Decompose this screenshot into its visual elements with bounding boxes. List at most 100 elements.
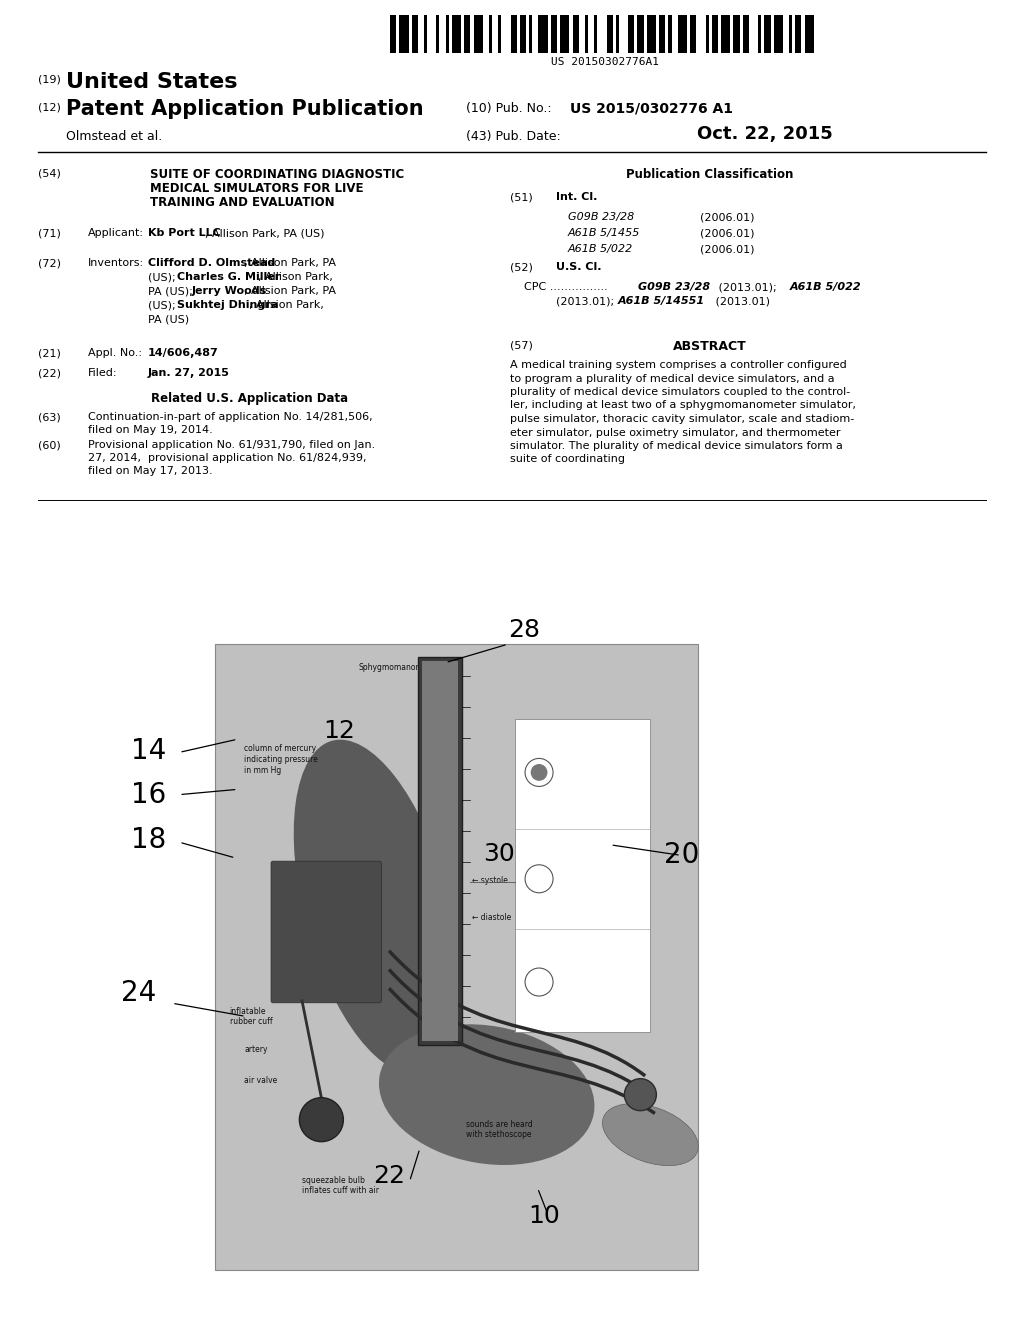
Text: (57): (57): [510, 341, 532, 350]
Text: A61B 5/022: A61B 5/022: [568, 244, 633, 253]
Bar: [678, 15, 687, 53]
Text: (63): (63): [38, 412, 60, 422]
Text: ABSTRACT: ABSTRACT: [673, 341, 746, 352]
Circle shape: [525, 968, 553, 997]
Text: US 2015/0302776 A1: US 2015/0302776 A1: [570, 102, 733, 116]
Text: to program a plurality of medical device simulators, and a: to program a plurality of medical device…: [510, 374, 835, 384]
Text: (19): (19): [38, 75, 60, 84]
Bar: [790, 15, 793, 53]
Bar: [390, 15, 396, 53]
Text: CPC ................: CPC ................: [524, 282, 608, 292]
Text: sounds are heard
with stethoscope: sounds are heard with stethoscope: [466, 1119, 534, 1139]
Bar: [499, 15, 502, 53]
Circle shape: [525, 759, 553, 787]
Text: (43) Pub. Date:: (43) Pub. Date:: [466, 129, 561, 143]
Text: , Allison Park, PA (US): , Allison Park, PA (US): [205, 228, 325, 238]
Text: 14: 14: [131, 737, 166, 764]
Ellipse shape: [602, 1104, 698, 1166]
Circle shape: [530, 764, 548, 781]
Text: G09B 23/28: G09B 23/28: [568, 213, 634, 222]
Bar: [520, 15, 526, 53]
Bar: [473, 15, 482, 53]
Bar: [215, 644, 698, 1270]
Bar: [647, 15, 656, 53]
Text: 12: 12: [324, 719, 355, 743]
Text: Applicant:: Applicant:: [88, 228, 144, 238]
Text: Int. Cl.: Int. Cl.: [556, 191, 597, 202]
Text: 28: 28: [508, 618, 540, 642]
Bar: [560, 15, 569, 53]
Text: (51): (51): [510, 191, 532, 202]
Text: ler, including at least two of a sphygmomanometer simulator,: ler, including at least two of a sphygmo…: [510, 400, 856, 411]
Text: Continuation-in-part of application No. 14/281,506,
filed on May 19, 2014.: Continuation-in-part of application No. …: [88, 412, 373, 436]
Bar: [464, 15, 470, 53]
Bar: [805, 15, 814, 53]
Bar: [594, 15, 597, 53]
Text: squeezable bulb
inflates cuff with air: squeezable bulb inflates cuff with air: [302, 1176, 379, 1196]
Bar: [628, 15, 635, 53]
Circle shape: [625, 1078, 656, 1110]
Text: Charles G. Miller: Charles G. Miller: [177, 272, 280, 282]
Text: SUITE OF COORDINATING DIAGNOSTIC: SUITE OF COORDINATING DIAGNOSTIC: [150, 168, 404, 181]
Bar: [615, 15, 618, 53]
Bar: [572, 15, 579, 53]
Text: pulse simulator, thoracic cavity simulator, scale and stadiom-: pulse simulator, thoracic cavity simulat…: [510, 414, 854, 424]
Text: 14/606,487: 14/606,487: [148, 348, 219, 358]
Text: (52): (52): [510, 261, 532, 272]
Ellipse shape: [294, 739, 460, 1074]
Text: ← systole: ← systole: [471, 875, 508, 884]
Text: Filed:: Filed:: [88, 368, 118, 378]
Text: ← diastole: ← diastole: [471, 913, 511, 923]
Bar: [489, 15, 493, 53]
Text: , Allison Park,: , Allison Park,: [258, 272, 333, 282]
Text: PA (US): PA (US): [148, 314, 189, 323]
Text: (10) Pub. No.:: (10) Pub. No.:: [466, 102, 552, 115]
Bar: [706, 15, 709, 53]
Text: A61B 5/022: A61B 5/022: [790, 282, 861, 292]
Bar: [669, 15, 672, 53]
Text: Patent Application Publication: Patent Application Publication: [66, 99, 424, 119]
Text: (2006.01): (2006.01): [700, 244, 755, 253]
Circle shape: [299, 1098, 343, 1142]
Text: (2013.01);: (2013.01);: [715, 282, 780, 292]
Bar: [796, 15, 802, 53]
Bar: [422, 661, 458, 1040]
Text: PA (US);: PA (US);: [148, 286, 197, 296]
Bar: [418, 656, 462, 1044]
Text: A61B 5/1455: A61B 5/1455: [568, 228, 640, 238]
Text: 30: 30: [483, 842, 515, 866]
Bar: [690, 15, 696, 53]
Text: No sounds
(artery is open): No sounds (artery is open): [558, 960, 617, 981]
Text: Publication Classification: Publication Classification: [627, 168, 794, 181]
Bar: [539, 15, 548, 53]
Text: , Allsion Park, PA: , Allsion Park, PA: [244, 286, 336, 296]
Text: Jan. 27, 2015: Jan. 27, 2015: [148, 368, 229, 378]
Bar: [412, 15, 418, 53]
Bar: [638, 15, 644, 53]
Bar: [773, 15, 783, 53]
Text: US 20150302776A1: US 20150302776A1: [551, 57, 659, 67]
Text: , Allsion Park,: , Allsion Park,: [249, 300, 324, 310]
Bar: [515, 719, 650, 1032]
Text: Sukhtej Dhingra: Sukhtej Dhingra: [177, 300, 279, 310]
Bar: [445, 15, 449, 53]
Bar: [436, 15, 439, 53]
Bar: [606, 15, 612, 53]
Text: artery: artery: [244, 1044, 267, 1053]
Text: (22): (22): [38, 368, 61, 378]
Text: U.S. Cl.: U.S. Cl.: [556, 261, 601, 272]
Bar: [424, 15, 427, 53]
Text: Clifford D. Olmstead: Clifford D. Olmstead: [148, 257, 275, 268]
Text: 20: 20: [664, 841, 699, 869]
Text: column of mercury
indicating pressure
in mm Hg: column of mercury indicating pressure in…: [244, 744, 317, 775]
Text: A61B 5/14551: A61B 5/14551: [618, 296, 706, 306]
Text: Inventors:: Inventors:: [88, 257, 144, 268]
Text: Appl. No.:: Appl. No.:: [88, 348, 142, 358]
Text: Provisional application No. 61/931,790, filed on Jan.
27, 2014,  provisional app: Provisional application No. 61/931,790, …: [88, 440, 375, 477]
Text: Related U.S. Application Data: Related U.S. Application Data: [152, 392, 348, 405]
Bar: [721, 15, 730, 53]
Text: G09B 23/28: G09B 23/28: [638, 282, 710, 292]
Text: 22: 22: [373, 1164, 404, 1188]
Text: air valve: air valve: [244, 1076, 278, 1085]
Bar: [758, 15, 761, 53]
